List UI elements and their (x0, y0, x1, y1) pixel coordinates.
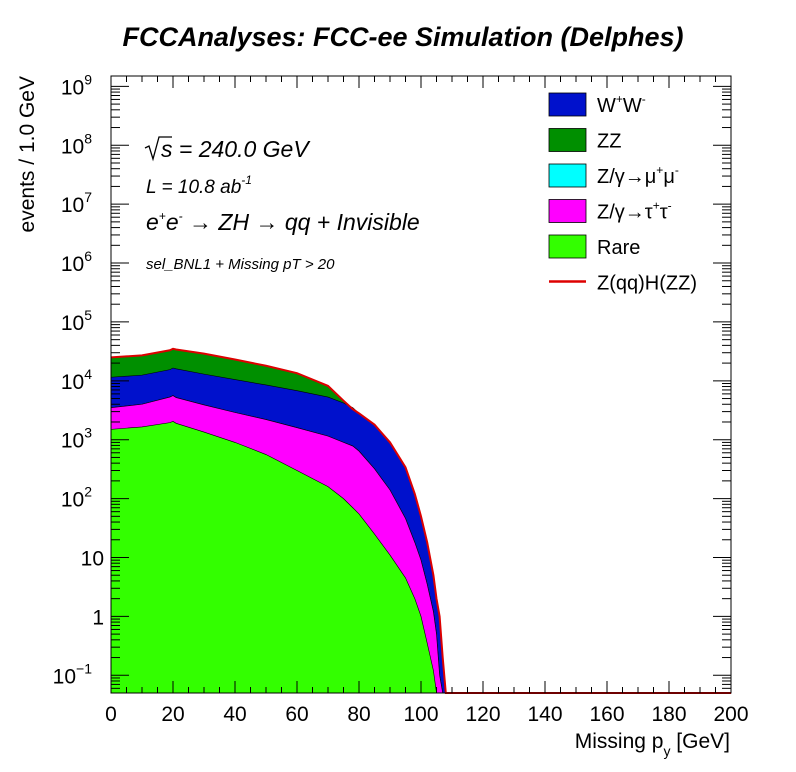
x-tick-label: 200 (713, 703, 748, 726)
x-tick-label: 100 (403, 703, 438, 726)
y-tick-label: 102 (61, 484, 92, 512)
stacked-histograms (110, 348, 731, 694)
x-tick-label: 80 (347, 703, 370, 726)
x-axis-label: Missing py [GeV] (575, 730, 730, 759)
x-tick-label: 0 (105, 703, 117, 726)
x-tick-label: 140 (527, 703, 562, 726)
annotation-sqrt-s: s = 240.0 GeV (144, 136, 311, 162)
y-tick-label: 108 (61, 130, 92, 158)
y-tick-label: 107 (61, 189, 92, 217)
y-tick-label: 105 (61, 307, 92, 335)
legend-label: Z/γ→τ+τ- (597, 199, 672, 224)
x-tick-label: 160 (589, 703, 624, 726)
legend-label: W+W- (597, 92, 646, 117)
y-tick-label: 109 (61, 71, 92, 99)
signal-histogram (110, 347, 731, 694)
x-axis: 0 20 40 60 80 100 120 140 160 180 200 (105, 76, 749, 726)
legend-label: Rare (597, 237, 640, 259)
x-tick-label: 60 (285, 703, 308, 726)
legend: W+W- ZZ Z/γ→μ+μ- Z/γ→τ+τ- Rare Z(qq)H(ZZ) (548, 92, 697, 295)
legend-entry-z: Z/γ→μ+μ- (548, 163, 679, 188)
legend-entry-z: Z/γ→τ+τ- (548, 199, 672, 224)
legend-swatch (548, 128, 587, 152)
legend-swatch (548, 163, 587, 188)
legend-entry-z-qq-h-zz: Z(qq)H(ZZ) (549, 273, 697, 295)
legend-entry-ww: W+W- (548, 92, 646, 117)
sqrt-symbol (144, 136, 172, 162)
y-tick-label: 10 (81, 547, 104, 570)
legend-swatch (548, 92, 587, 117)
series-z-qq-h-zz (110, 347, 731, 694)
x-tick-label: 180 (651, 703, 686, 726)
legend-swatch (548, 199, 587, 223)
x-tick-label: 20 (161, 703, 184, 726)
y-axis: 10−1 1 10 102 103 104 105 106 107 108 109 (53, 71, 731, 694)
legend-swatch (548, 234, 587, 259)
svg-text:s = 240.0 GeV: s = 240.0 GeV (161, 136, 311, 162)
y-tick-label: 104 (61, 366, 92, 394)
annotation-process: e+e- → ZH → qq + Invisible (146, 209, 420, 235)
legend-label: Z(qq)H(ZZ) (597, 273, 697, 295)
x-tick-label: 40 (223, 703, 246, 726)
legend-label: ZZ (597, 131, 621, 153)
y-tick-label: 103 (61, 425, 92, 453)
y-tick-label: 106 (61, 248, 92, 276)
annotation-selection: sel_BNL1 + Missing pT > 20 (146, 256, 335, 273)
legend-entry-rare: Rare (548, 234, 640, 259)
annotation-luminosity: L = 10.8 ab-1 (146, 173, 252, 198)
chart-title: FCCAnalyses: FCC-ee Simulation (Delphes) (122, 22, 683, 52)
legend-label: Z/γ→μ+μ- (597, 163, 679, 188)
legend-entry-zz: ZZ (548, 128, 621, 153)
x-tick-label: 120 (465, 703, 500, 726)
y-tick-label: 1 (92, 606, 104, 629)
y-axis-label: events / 1.0 GeV (16, 76, 39, 232)
y-tick-label: 10−1 (53, 660, 93, 688)
